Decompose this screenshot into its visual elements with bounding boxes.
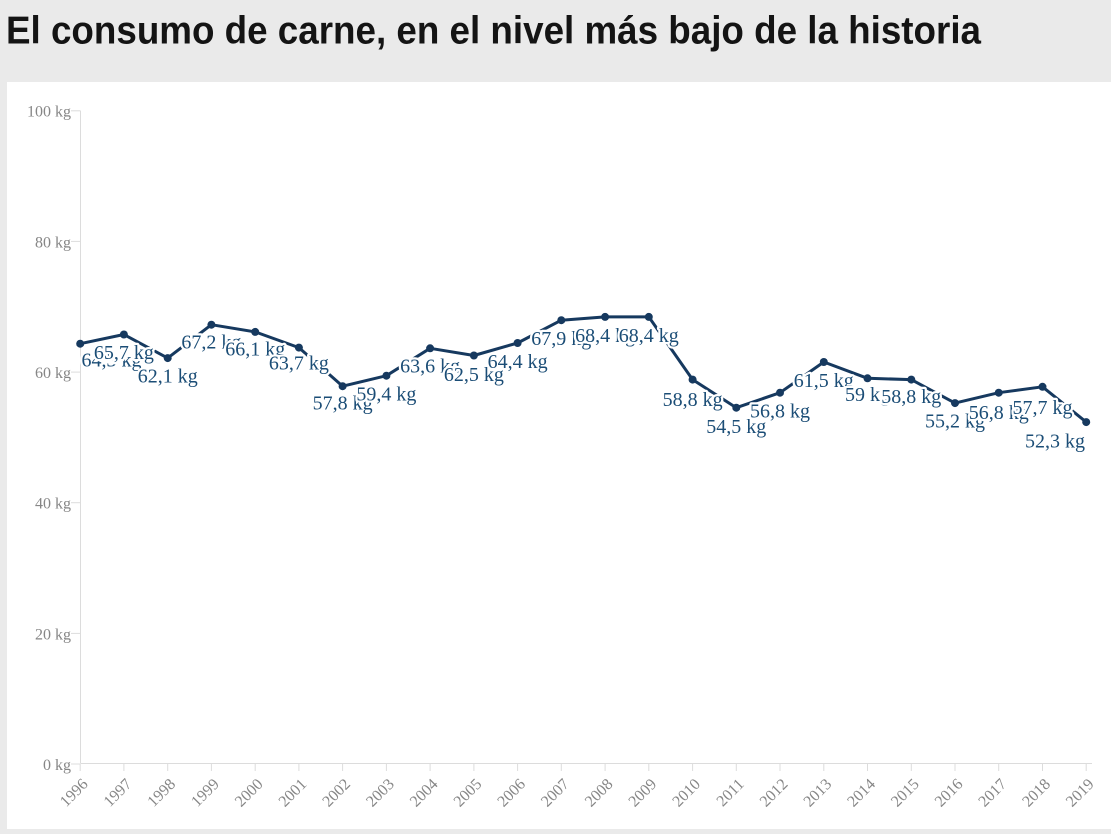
svg-text:56,8 kg: 56,8 kg xyxy=(969,402,1029,424)
svg-text:54,5 kg: 54,5 kg xyxy=(706,416,766,438)
svg-text:63,7 kg: 63,7 kg xyxy=(269,353,329,375)
svg-text:65,7 kg: 65,7 kg xyxy=(94,342,154,364)
svg-text:59,4 kg: 59,4 kg xyxy=(356,383,416,405)
svg-text:40 kg: 40 kg xyxy=(35,496,71,513)
svg-text:59 kg: 59 kg xyxy=(845,384,890,406)
svg-text:62,1 kg: 62,1 kg xyxy=(138,366,198,388)
svg-text:52,3 kg: 52,3 kg xyxy=(1025,430,1085,452)
svg-text:67,2 kg: 67,2 kg xyxy=(181,332,241,354)
svg-text:58,8 kg: 58,8 kg xyxy=(881,386,941,408)
svg-text:62,5 kg: 62,5 kg xyxy=(444,364,504,386)
svg-text:63,6 kg: 63,6 kg xyxy=(400,355,460,377)
svg-text:64,3 kg: 64,3 kg xyxy=(82,350,142,372)
svg-text:80 kg: 80 kg xyxy=(35,234,71,251)
svg-text:El consumo de carne, en el niv: El consumo de carne, en el nivel más baj… xyxy=(6,9,982,52)
svg-text:67,9 kg: 67,9 kg xyxy=(531,328,591,350)
svg-text:68,4 kg: 68,4 kg xyxy=(619,325,679,347)
svg-text:68,4 kg: 68,4 kg xyxy=(575,325,635,347)
svg-text:56,8 kg: 56,8 kg xyxy=(750,401,810,423)
svg-text:100 kg: 100 kg xyxy=(27,104,71,121)
svg-text:55,2 kg: 55,2 kg xyxy=(925,410,985,432)
svg-text:64,4 kg: 64,4 kg xyxy=(488,351,548,373)
svg-text:0 kg: 0 kg xyxy=(43,757,71,774)
svg-text:20 kg: 20 kg xyxy=(35,626,71,643)
svg-text:58,8 kg: 58,8 kg xyxy=(663,389,723,411)
svg-text:60 kg: 60 kg xyxy=(35,365,71,382)
svg-text:57,8 kg: 57,8 kg xyxy=(313,392,373,414)
svg-text:57,7 kg: 57,7 kg xyxy=(1013,397,1073,419)
svg-text:66,1 kg: 66,1 kg xyxy=(225,338,285,360)
svg-text:61,5 kg: 61,5 kg xyxy=(794,370,854,392)
